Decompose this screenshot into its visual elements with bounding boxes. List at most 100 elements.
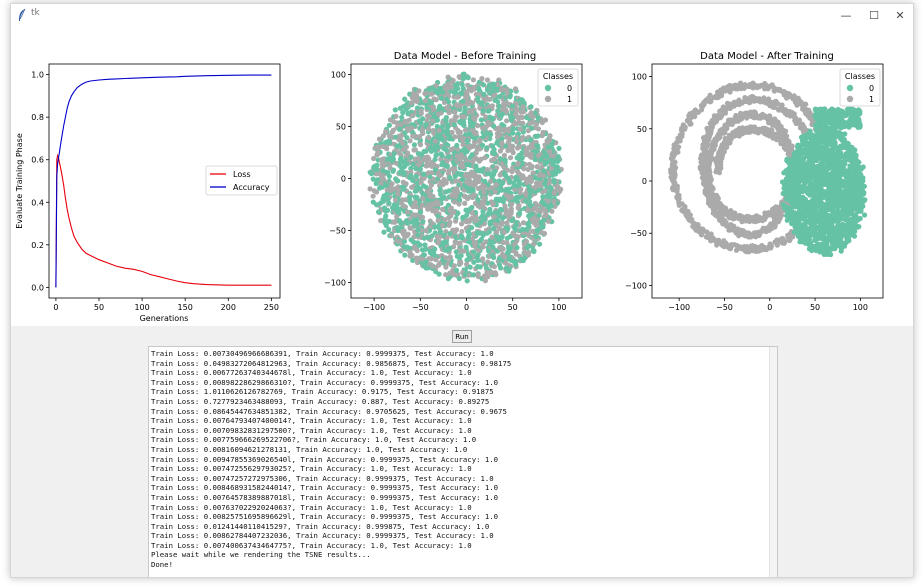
scatter-point bbox=[479, 142, 486, 148]
scatter-point bbox=[679, 131, 685, 137]
scatter-point bbox=[413, 133, 419, 139]
scatter-point bbox=[393, 160, 400, 166]
maximize-button[interactable]: ☐ bbox=[869, 8, 879, 22]
scatter-point bbox=[547, 133, 553, 139]
scatter-point bbox=[391, 151, 397, 157]
scatter-point bbox=[420, 171, 426, 177]
close-button[interactable]: ✕ bbox=[895, 8, 905, 22]
scatter-point bbox=[398, 155, 404, 161]
scatter-point bbox=[484, 145, 490, 151]
scatter-point bbox=[415, 227, 421, 233]
scatter-point bbox=[692, 108, 698, 114]
chart0-xtick-label: 250 bbox=[264, 303, 279, 312]
scatter-point bbox=[484, 269, 490, 275]
scatter-point bbox=[548, 203, 554, 209]
scatter-point bbox=[376, 136, 383, 142]
scatter-point bbox=[402, 118, 408, 124]
scatter-point bbox=[480, 256, 486, 262]
scatter-point bbox=[469, 210, 475, 216]
scatter-point bbox=[464, 93, 470, 100]
scatter-point bbox=[494, 140, 500, 146]
scatter-point bbox=[523, 146, 529, 152]
scatter-point bbox=[513, 251, 519, 257]
scatter-point bbox=[471, 240, 477, 246]
scatter-point bbox=[503, 206, 509, 212]
scatter-point bbox=[447, 254, 453, 260]
scatter-point bbox=[526, 161, 533, 167]
scatter-point bbox=[517, 171, 523, 177]
scatter-point bbox=[374, 152, 380, 158]
scatter-point bbox=[478, 219, 484, 225]
scatter-point bbox=[467, 145, 473, 151]
chart0-xtick-label: 50 bbox=[94, 303, 104, 312]
scatter-point bbox=[422, 98, 428, 104]
scatter-point bbox=[444, 96, 450, 102]
scatter-point bbox=[521, 166, 527, 172]
scatter-point bbox=[416, 88, 422, 94]
scatter-point bbox=[485, 182, 491, 188]
scatter-point bbox=[381, 229, 387, 235]
chart2-legend-class0-label: 0 bbox=[567, 84, 572, 93]
scatter-point bbox=[465, 101, 471, 107]
scatter-point bbox=[434, 199, 440, 205]
scatter-point bbox=[490, 201, 496, 207]
scatter-point bbox=[464, 161, 470, 168]
scatter-point bbox=[519, 98, 526, 104]
scatter-point bbox=[504, 88, 510, 94]
chart0-xtick-label: 200 bbox=[221, 303, 236, 312]
scatter-point bbox=[541, 168, 547, 174]
scatter-point bbox=[378, 200, 384, 206]
scatter-point bbox=[473, 130, 479, 137]
scatter-point bbox=[441, 177, 447, 183]
scatter-point bbox=[736, 212, 743, 219]
scatter-point bbox=[777, 105, 783, 111]
scatter-point bbox=[440, 206, 446, 212]
scatter-point bbox=[386, 226, 392, 233]
scatter-point bbox=[470, 215, 476, 222]
scatter-point bbox=[516, 202, 522, 209]
scatter-point bbox=[503, 260, 509, 266]
scatter-point bbox=[384, 146, 390, 152]
scatter-point bbox=[475, 264, 481, 270]
scatter-point bbox=[439, 153, 445, 159]
scatter-point bbox=[547, 157, 554, 163]
scatter-point bbox=[424, 188, 430, 194]
scatter-point bbox=[524, 114, 530, 121]
scatter-point bbox=[543, 161, 549, 167]
scatter-point bbox=[386, 139, 392, 145]
scatter-point bbox=[458, 253, 464, 259]
scatter-point bbox=[480, 244, 486, 250]
scatter-point bbox=[432, 167, 439, 173]
chart3-title: Data Model - After Training bbox=[700, 51, 834, 62]
title-bar: tk — ☐ ✕ bbox=[11, 4, 913, 26]
chart1-xtick-label: 0 bbox=[464, 303, 469, 312]
scatter-point bbox=[432, 224, 438, 230]
scatter-point bbox=[405, 110, 411, 116]
scatter-point bbox=[496, 103, 502, 109]
scatter-point bbox=[509, 103, 516, 109]
scatter-point bbox=[383, 222, 389, 229]
scatter-point bbox=[490, 143, 496, 149]
scatter-point bbox=[455, 127, 461, 133]
scatter-point bbox=[453, 267, 460, 273]
scatter-point bbox=[545, 218, 552, 224]
scatter-point bbox=[419, 127, 426, 133]
scatter-point bbox=[421, 235, 427, 241]
scatter-point bbox=[447, 175, 453, 181]
scatter-point bbox=[384, 191, 390, 197]
chart1-ytick-label: 0 bbox=[341, 174, 346, 183]
scatter-point bbox=[414, 259, 420, 266]
scatter-point bbox=[475, 95, 481, 101]
scatter-point bbox=[453, 228, 459, 234]
scatter-point bbox=[431, 130, 437, 136]
scatter-point bbox=[547, 137, 553, 143]
scatter-point bbox=[542, 188, 548, 194]
scatter-point bbox=[430, 263, 436, 269]
scatter-point bbox=[551, 190, 557, 196]
scatter-point bbox=[437, 229, 444, 235]
minimize-button[interactable]: — bbox=[840, 8, 852, 22]
scatter-point bbox=[507, 179, 513, 185]
scatter-point bbox=[492, 168, 498, 174]
scatter-point bbox=[398, 121, 404, 127]
scatter-point bbox=[520, 257, 526, 264]
